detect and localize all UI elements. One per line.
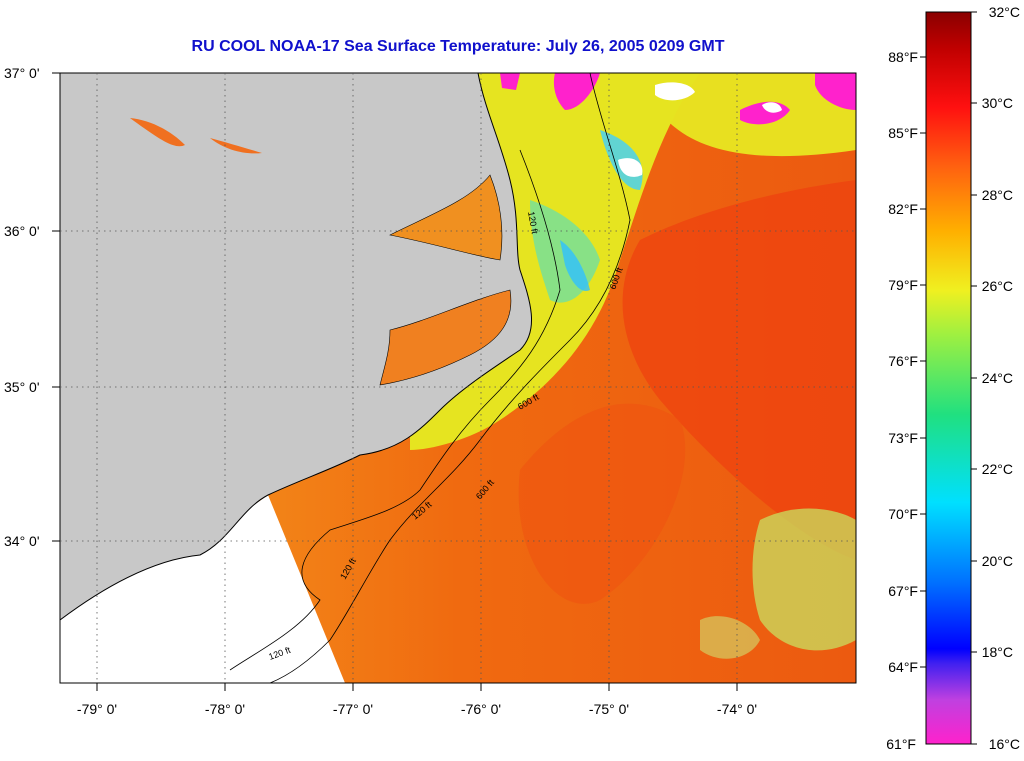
cb-c-18: 18°C [982, 644, 1013, 660]
cloud-magenta-2 [500, 73, 520, 90]
contour-600ft [269, 73, 631, 683]
contour-label-1: 120 ft [526, 211, 540, 235]
lon-label-75: -75° 0' [589, 701, 629, 717]
cb-c-20: 20°C [982, 553, 1013, 569]
cb-f-85: 85°F [888, 125, 918, 141]
colorbar [925, 11, 972, 745]
cb-f-88: 88°F [888, 49, 918, 65]
cb-c-26: 26°C [982, 278, 1013, 294]
river-estuary-2 [210, 138, 262, 154]
cloud-magenta-3 [815, 73, 856, 110]
cloud-magenta-1 [553, 73, 600, 110]
cb-c-28: 28°C [982, 187, 1013, 203]
cb-f-70: 70°F [888, 506, 918, 522]
cool-spot [560, 240, 590, 291]
map-title: RU COOL NOAA-17 Sea Surface Temperature:… [191, 38, 725, 55]
cb-f-76: 76°F [888, 353, 918, 369]
cb-f-79: 79°F [888, 277, 918, 293]
cb-c-22: 22°C [982, 461, 1013, 477]
cloud-white-2 [618, 158, 643, 177]
lat-label-35: 35° 0' [4, 379, 40, 395]
cb-c-30: 30°C [982, 95, 1013, 111]
cb-f-61: 61°F [886, 736, 916, 752]
cb-f-82: 82°F [888, 201, 918, 217]
cb-c-16: 16°C [989, 736, 1020, 752]
lat-label-37: 37° 0' [4, 65, 40, 81]
pamlico-sound [379, 289, 512, 386]
cb-f-73: 73°F [888, 430, 918, 446]
lat-label-34: 34° 0' [4, 533, 40, 549]
cb-f-64: 64°F [888, 659, 918, 675]
river-estuary-1 [130, 118, 185, 147]
warm-patch [518, 403, 686, 604]
lon-label-78: -78° 0' [205, 701, 245, 717]
lon-label-79: -79° 0' [77, 701, 117, 717]
warm-eddy [622, 180, 856, 560]
cloud-white-1 [655, 82, 695, 101]
lon-label-74: -74° 0' [717, 701, 757, 717]
axis-ticks [52, 72, 738, 691]
cb-c-32: 32°C [989, 4, 1020, 20]
albemarle-sound [389, 174, 503, 261]
no-data-area [60, 495, 345, 683]
map-grid [60, 73, 856, 683]
lat-label-36: 36° 0' [4, 223, 40, 239]
cloud-patch-se2 [700, 616, 760, 659]
colorbar-ticks [920, 11, 977, 745]
cb-f-67: 67°F [888, 583, 918, 599]
lon-label-76: -76° 0' [461, 701, 501, 717]
cloud-patch-se [752, 508, 856, 651]
map-frame [59, 72, 857, 684]
cb-c-24: 24°C [982, 370, 1013, 386]
cloud-white-3 [762, 102, 782, 113]
land [60, 73, 533, 621]
map-area [60, 73, 856, 683]
lon-label-77: -77° 0' [333, 701, 373, 717]
contour-120ft [229, 149, 561, 671]
